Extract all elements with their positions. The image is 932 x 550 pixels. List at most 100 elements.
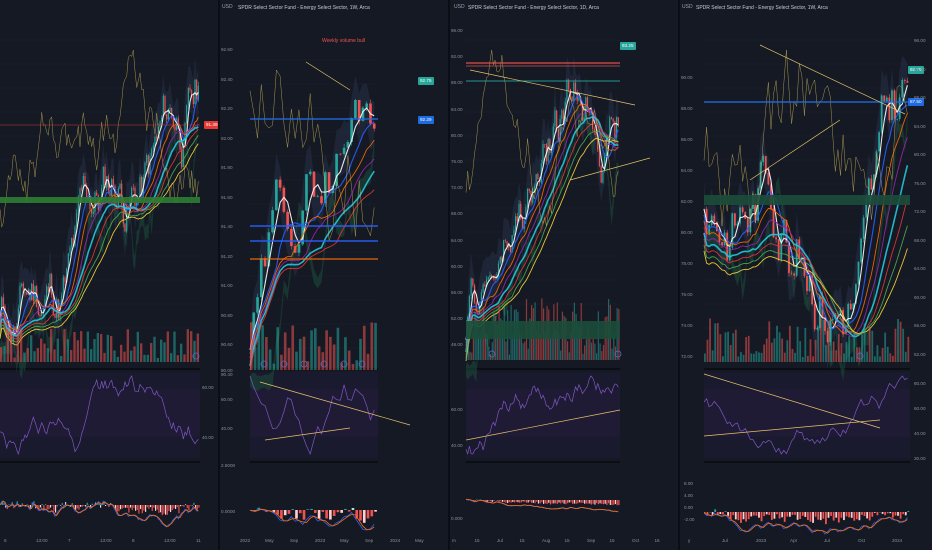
volume-bar bbox=[899, 321, 902, 362]
volume-bar bbox=[302, 336, 306, 370]
volume-bar bbox=[126, 329, 129, 362]
chart-pane-2-canvas[interactable] bbox=[220, 0, 448, 550]
volume-bar bbox=[578, 327, 581, 360]
chart-pane-4-canvas[interactable] bbox=[680, 0, 932, 550]
time-tick-4-1: Jul bbox=[722, 538, 728, 543]
macd-histogram-bar bbox=[740, 512, 742, 523]
volume-bar bbox=[512, 334, 514, 360]
macd-histogram-bar bbox=[100, 505, 102, 508]
candle-body bbox=[772, 208, 775, 238]
candle-body bbox=[880, 95, 883, 133]
candle-body bbox=[855, 284, 857, 304]
candle-body bbox=[66, 268, 68, 283]
volume-bar bbox=[773, 338, 776, 362]
volume-bar bbox=[566, 341, 569, 360]
pane-divider-2[interactable] bbox=[448, 0, 450, 550]
price-tick-2-0: 92.60 bbox=[221, 47, 233, 52]
candle-body bbox=[607, 135, 609, 141]
macd-histogram-bar bbox=[140, 505, 142, 510]
candle-body bbox=[708, 224, 711, 234]
chart-pane-4[interactable]: USD SPDR Select Sector Fund - Energy Sel… bbox=[680, 0, 932, 550]
candle-body bbox=[554, 110, 556, 127]
macd-histogram-bar bbox=[783, 512, 786, 522]
currency-label-2: USD bbox=[222, 4, 233, 10]
volume-bar bbox=[479, 331, 481, 360]
macd-histogram-bar bbox=[525, 500, 528, 503]
volume-bar bbox=[520, 333, 522, 360]
volume-bar bbox=[904, 351, 907, 362]
macd-histogram-bar bbox=[257, 507, 261, 510]
volume-bar bbox=[776, 325, 778, 362]
chart-pane-3-canvas[interactable] bbox=[450, 0, 678, 550]
left-tick-4-3: 84.00 bbox=[681, 168, 693, 173]
candle-body bbox=[775, 237, 778, 240]
candle-body bbox=[154, 136, 156, 146]
price-tag-4b: 87.50 bbox=[908, 98, 924, 106]
candle-body bbox=[544, 144, 546, 145]
macd-histogram-bar bbox=[763, 512, 766, 517]
event-marker bbox=[192, 352, 200, 360]
macd-histogram-bar bbox=[151, 505, 153, 511]
rsi-band bbox=[466, 389, 620, 437]
macd-histogram-bar bbox=[616, 500, 618, 506]
volume-bar bbox=[770, 342, 773, 362]
volume-bar bbox=[466, 319, 468, 360]
macd-histogram-bar bbox=[325, 510, 328, 519]
macd-histogram-bar bbox=[55, 505, 57, 513]
candle-body bbox=[873, 174, 875, 190]
candle-body bbox=[470, 278, 472, 296]
macd-tick-4-0: 8.00 bbox=[684, 481, 693, 486]
volume-bar bbox=[796, 326, 799, 362]
time-tick-3-2: Jul bbox=[497, 538, 503, 543]
ichimoku-cloud bbox=[0, 110, 199, 380]
rsi-trend-line bbox=[259, 381, 411, 426]
candle-body bbox=[51, 274, 53, 295]
macd-histogram-bar bbox=[276, 510, 279, 515]
macd-histogram-bar bbox=[302, 510, 306, 520]
macd-histogram-bar bbox=[156, 505, 158, 510]
time-tick-1-2: 7 bbox=[68, 538, 71, 543]
time-tick-3-3: 15 bbox=[519, 538, 525, 543]
candle-body bbox=[131, 187, 133, 198]
candle-body bbox=[487, 277, 489, 280]
event-marker bbox=[280, 360, 288, 368]
moving-average-line bbox=[249, 121, 375, 355]
candle-body bbox=[164, 95, 166, 115]
macd-histogram-bar bbox=[858, 512, 861, 521]
chart-pane-3[interactable]: USD SPDR Select Sector Fund - Energy Sel… bbox=[450, 0, 678, 550]
price-tick-4-3: 84.00 bbox=[914, 123, 926, 129]
candle-body bbox=[171, 107, 173, 118]
macd-histogram-bar bbox=[75, 505, 77, 511]
rsi-tick-3-0: 60.00 bbox=[451, 407, 463, 412]
macd-histogram-bar bbox=[886, 512, 889, 514]
macd-histogram-bar bbox=[123, 505, 125, 508]
volume-bar bbox=[519, 332, 521, 360]
macd-histogram-bar bbox=[524, 500, 526, 502]
macd-tick-4-2: 0.00 bbox=[684, 505, 693, 510]
macd-histogram-bar bbox=[56, 505, 58, 507]
chart-pane-2[interactable]: USD SPDR Select Sector Fund - Energy Sel… bbox=[220, 0, 448, 550]
candle-body bbox=[609, 117, 611, 141]
chart-pane-1-canvas[interactable] bbox=[0, 0, 218, 550]
pane-divider-1[interactable] bbox=[218, 0, 220, 550]
candle-body bbox=[515, 216, 517, 230]
candle-body bbox=[793, 273, 796, 276]
candle-body bbox=[52, 294, 54, 315]
candle-body bbox=[878, 132, 881, 152]
chart-pane-1[interactable]: 91.49 6 13:00 7 13:00 8 13:00 11 60.00 40.00 bbox=[0, 0, 218, 550]
macd-histogram-bar bbox=[484, 500, 487, 502]
volume-bar bbox=[176, 355, 179, 362]
volume-bar bbox=[724, 332, 727, 362]
macd-histogram-bar bbox=[116, 505, 118, 512]
macd-histogram-bar bbox=[488, 500, 490, 501]
macd-histogram-bar bbox=[706, 512, 709, 516]
candle-body bbox=[192, 96, 194, 105]
candle-body bbox=[119, 183, 121, 189]
rsi-trend-line bbox=[264, 427, 351, 441]
pane-divider-3[interactable] bbox=[678, 0, 680, 550]
moving-average-line bbox=[703, 113, 908, 334]
macd-histogram-bar bbox=[804, 512, 807, 517]
macd-histogram-bar bbox=[584, 500, 586, 504]
macd-histogram-bar bbox=[745, 512, 748, 522]
trend-line bbox=[305, 61, 351, 91]
